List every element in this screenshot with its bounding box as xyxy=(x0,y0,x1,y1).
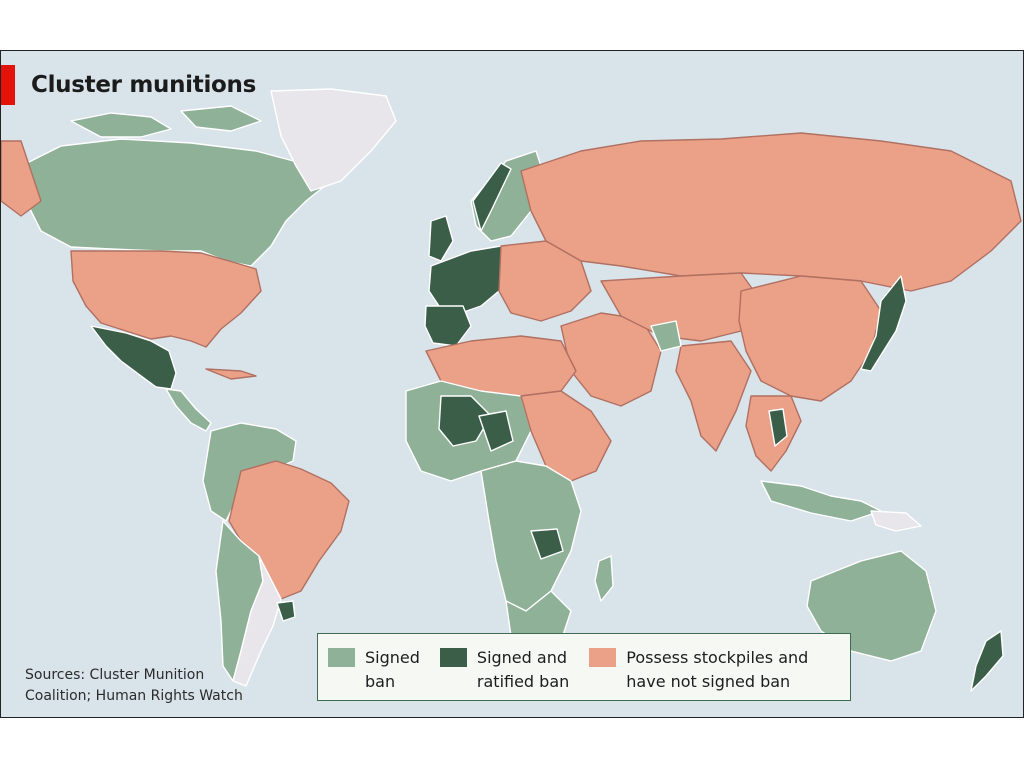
western-europe-region xyxy=(428,245,512,314)
norway-region xyxy=(472,162,512,232)
east-africa-stockpile xyxy=(520,390,612,482)
iberia-region xyxy=(424,305,472,347)
middle-east-region xyxy=(560,312,662,407)
legend-item-signed: Signed ban xyxy=(328,646,420,694)
japan-region xyxy=(860,275,907,372)
new-zealand-region xyxy=(970,630,1004,692)
map-frame: Cluster munitions Sources: Cluster Munit… xyxy=(0,50,1024,718)
canada-region xyxy=(10,138,332,267)
madagascar-region xyxy=(594,555,614,602)
map-title: Cluster munitions xyxy=(31,72,257,98)
afghanistan-region xyxy=(650,320,682,352)
map-figure: Cluster munitions Sources: Cluster Munit… xyxy=(0,50,1024,718)
central-africa-signed xyxy=(480,460,582,612)
niger-region xyxy=(478,410,514,452)
legend: Signed ban Signed and ratified ban Possess… xyxy=(317,633,851,701)
legend-label-ratified: Signed and ratified ban xyxy=(476,648,570,691)
russia-region xyxy=(520,132,1022,292)
argentina-region xyxy=(232,555,282,687)
legend-item-stockpile: Possess stockpiles and have not signed b… xyxy=(589,646,808,694)
greenland-region xyxy=(270,88,397,192)
source-note: Sources: Cluster Munition Coalition; Hum… xyxy=(25,665,243,707)
title-bar: Cluster munitions xyxy=(1,65,257,105)
alaska-region xyxy=(1,140,42,217)
indonesia-region xyxy=(760,480,882,522)
india-region xyxy=(675,340,752,452)
source-text: Sources: Cluster Munition Coalition; Hum… xyxy=(25,667,243,704)
title-accent-bar xyxy=(1,65,15,105)
uk-region xyxy=(428,215,454,262)
legend-swatch-signed xyxy=(328,648,355,667)
mali-region xyxy=(438,395,492,447)
legend-label-signed: Signed ban xyxy=(365,648,420,691)
central-america-region xyxy=(165,388,212,432)
usa-region xyxy=(70,250,262,348)
uruguay-region xyxy=(276,600,296,622)
china-region xyxy=(738,275,882,402)
zambia-region xyxy=(530,528,564,560)
world-map xyxy=(1,88,1022,692)
laos-region xyxy=(768,408,788,447)
legend-item-ratified: Signed and ratified ban xyxy=(439,646,570,694)
eastern-europe-region xyxy=(498,240,592,322)
legend-label-stockpile: Possess stockpiles and have not signed b… xyxy=(626,648,809,691)
papua-region xyxy=(870,510,922,532)
caribbean-region xyxy=(205,368,257,380)
legend-swatch-ratified xyxy=(439,648,467,667)
canada-arctic-islands xyxy=(70,105,262,138)
legend-swatch-stockpile xyxy=(589,648,617,667)
